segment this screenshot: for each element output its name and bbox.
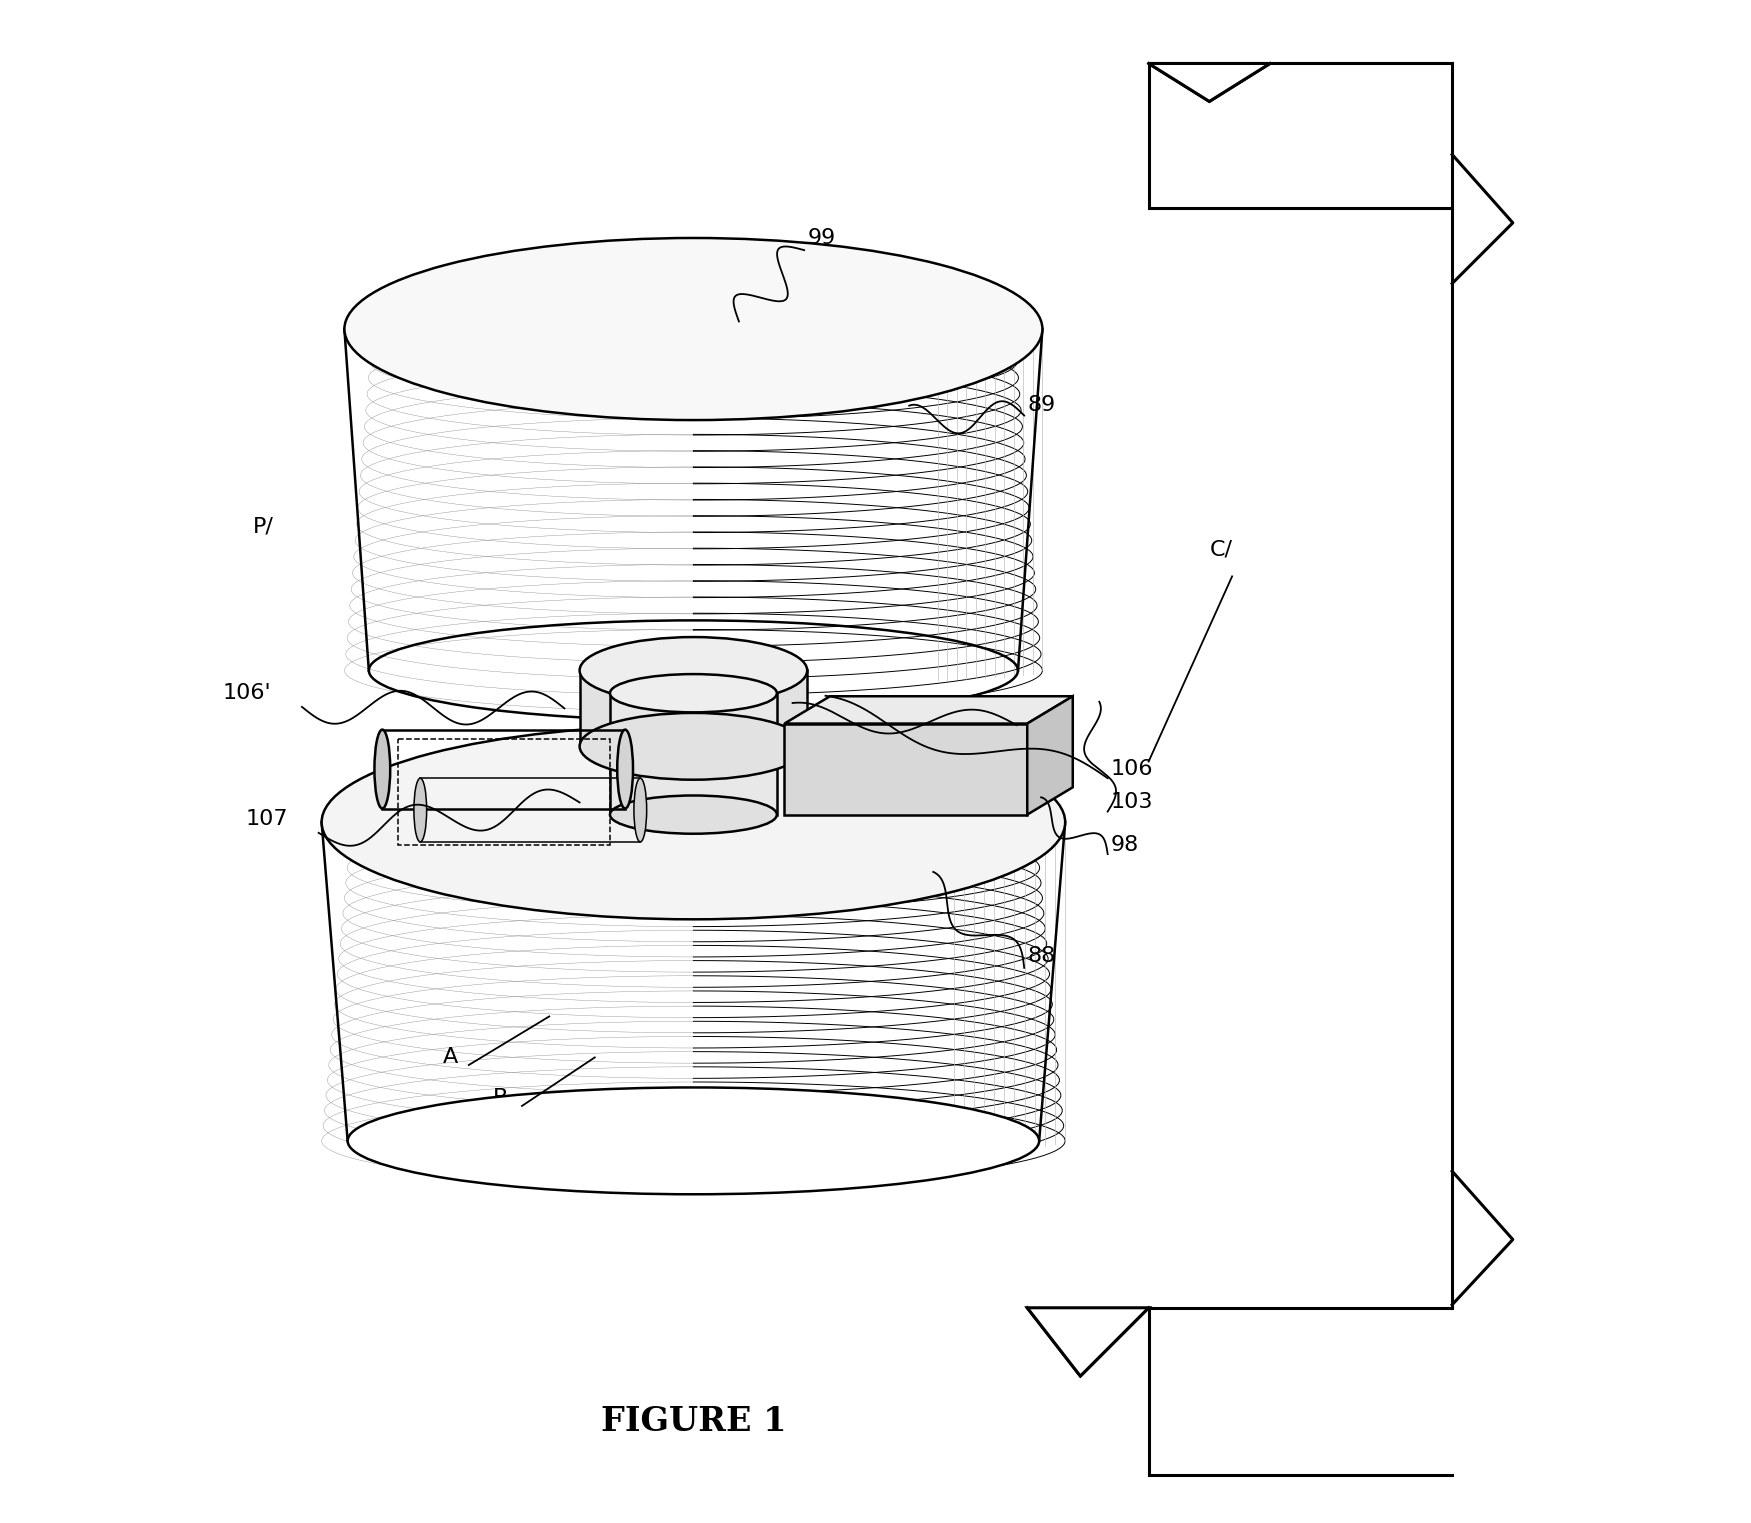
Ellipse shape <box>609 795 777 833</box>
Text: 106': 106' <box>222 684 271 704</box>
Bar <box>609 693 777 815</box>
Text: C/: C/ <box>1210 539 1233 559</box>
Text: 102: 102 <box>1019 707 1063 726</box>
Ellipse shape <box>413 778 427 842</box>
Text: 103: 103 <box>1110 792 1154 812</box>
Text: FIGURE 1: FIGURE 1 <box>601 1406 786 1438</box>
Ellipse shape <box>580 713 807 780</box>
Ellipse shape <box>618 730 634 809</box>
Text: 99: 99 <box>807 228 835 248</box>
Polygon shape <box>1149 64 1269 102</box>
Text: A: A <box>443 1048 459 1068</box>
Polygon shape <box>784 696 1073 723</box>
Ellipse shape <box>580 637 807 704</box>
Bar <box>397 739 609 845</box>
Text: 88: 88 <box>1028 946 1056 966</box>
Text: 106: 106 <box>1110 758 1154 780</box>
Polygon shape <box>784 723 1028 815</box>
Text: B: B <box>494 1089 508 1109</box>
Text: 89: 89 <box>1028 394 1056 414</box>
Ellipse shape <box>345 238 1042 420</box>
Text: 107: 107 <box>245 809 289 829</box>
Ellipse shape <box>322 725 1065 920</box>
Bar <box>580 670 807 746</box>
Ellipse shape <box>348 1087 1038 1194</box>
Ellipse shape <box>375 730 390 809</box>
Text: P/: P/ <box>254 516 275 536</box>
Ellipse shape <box>634 778 646 842</box>
Polygon shape <box>1028 696 1073 815</box>
Ellipse shape <box>609 675 777 713</box>
Text: 98: 98 <box>1110 835 1138 854</box>
Polygon shape <box>1028 1308 1149 1377</box>
